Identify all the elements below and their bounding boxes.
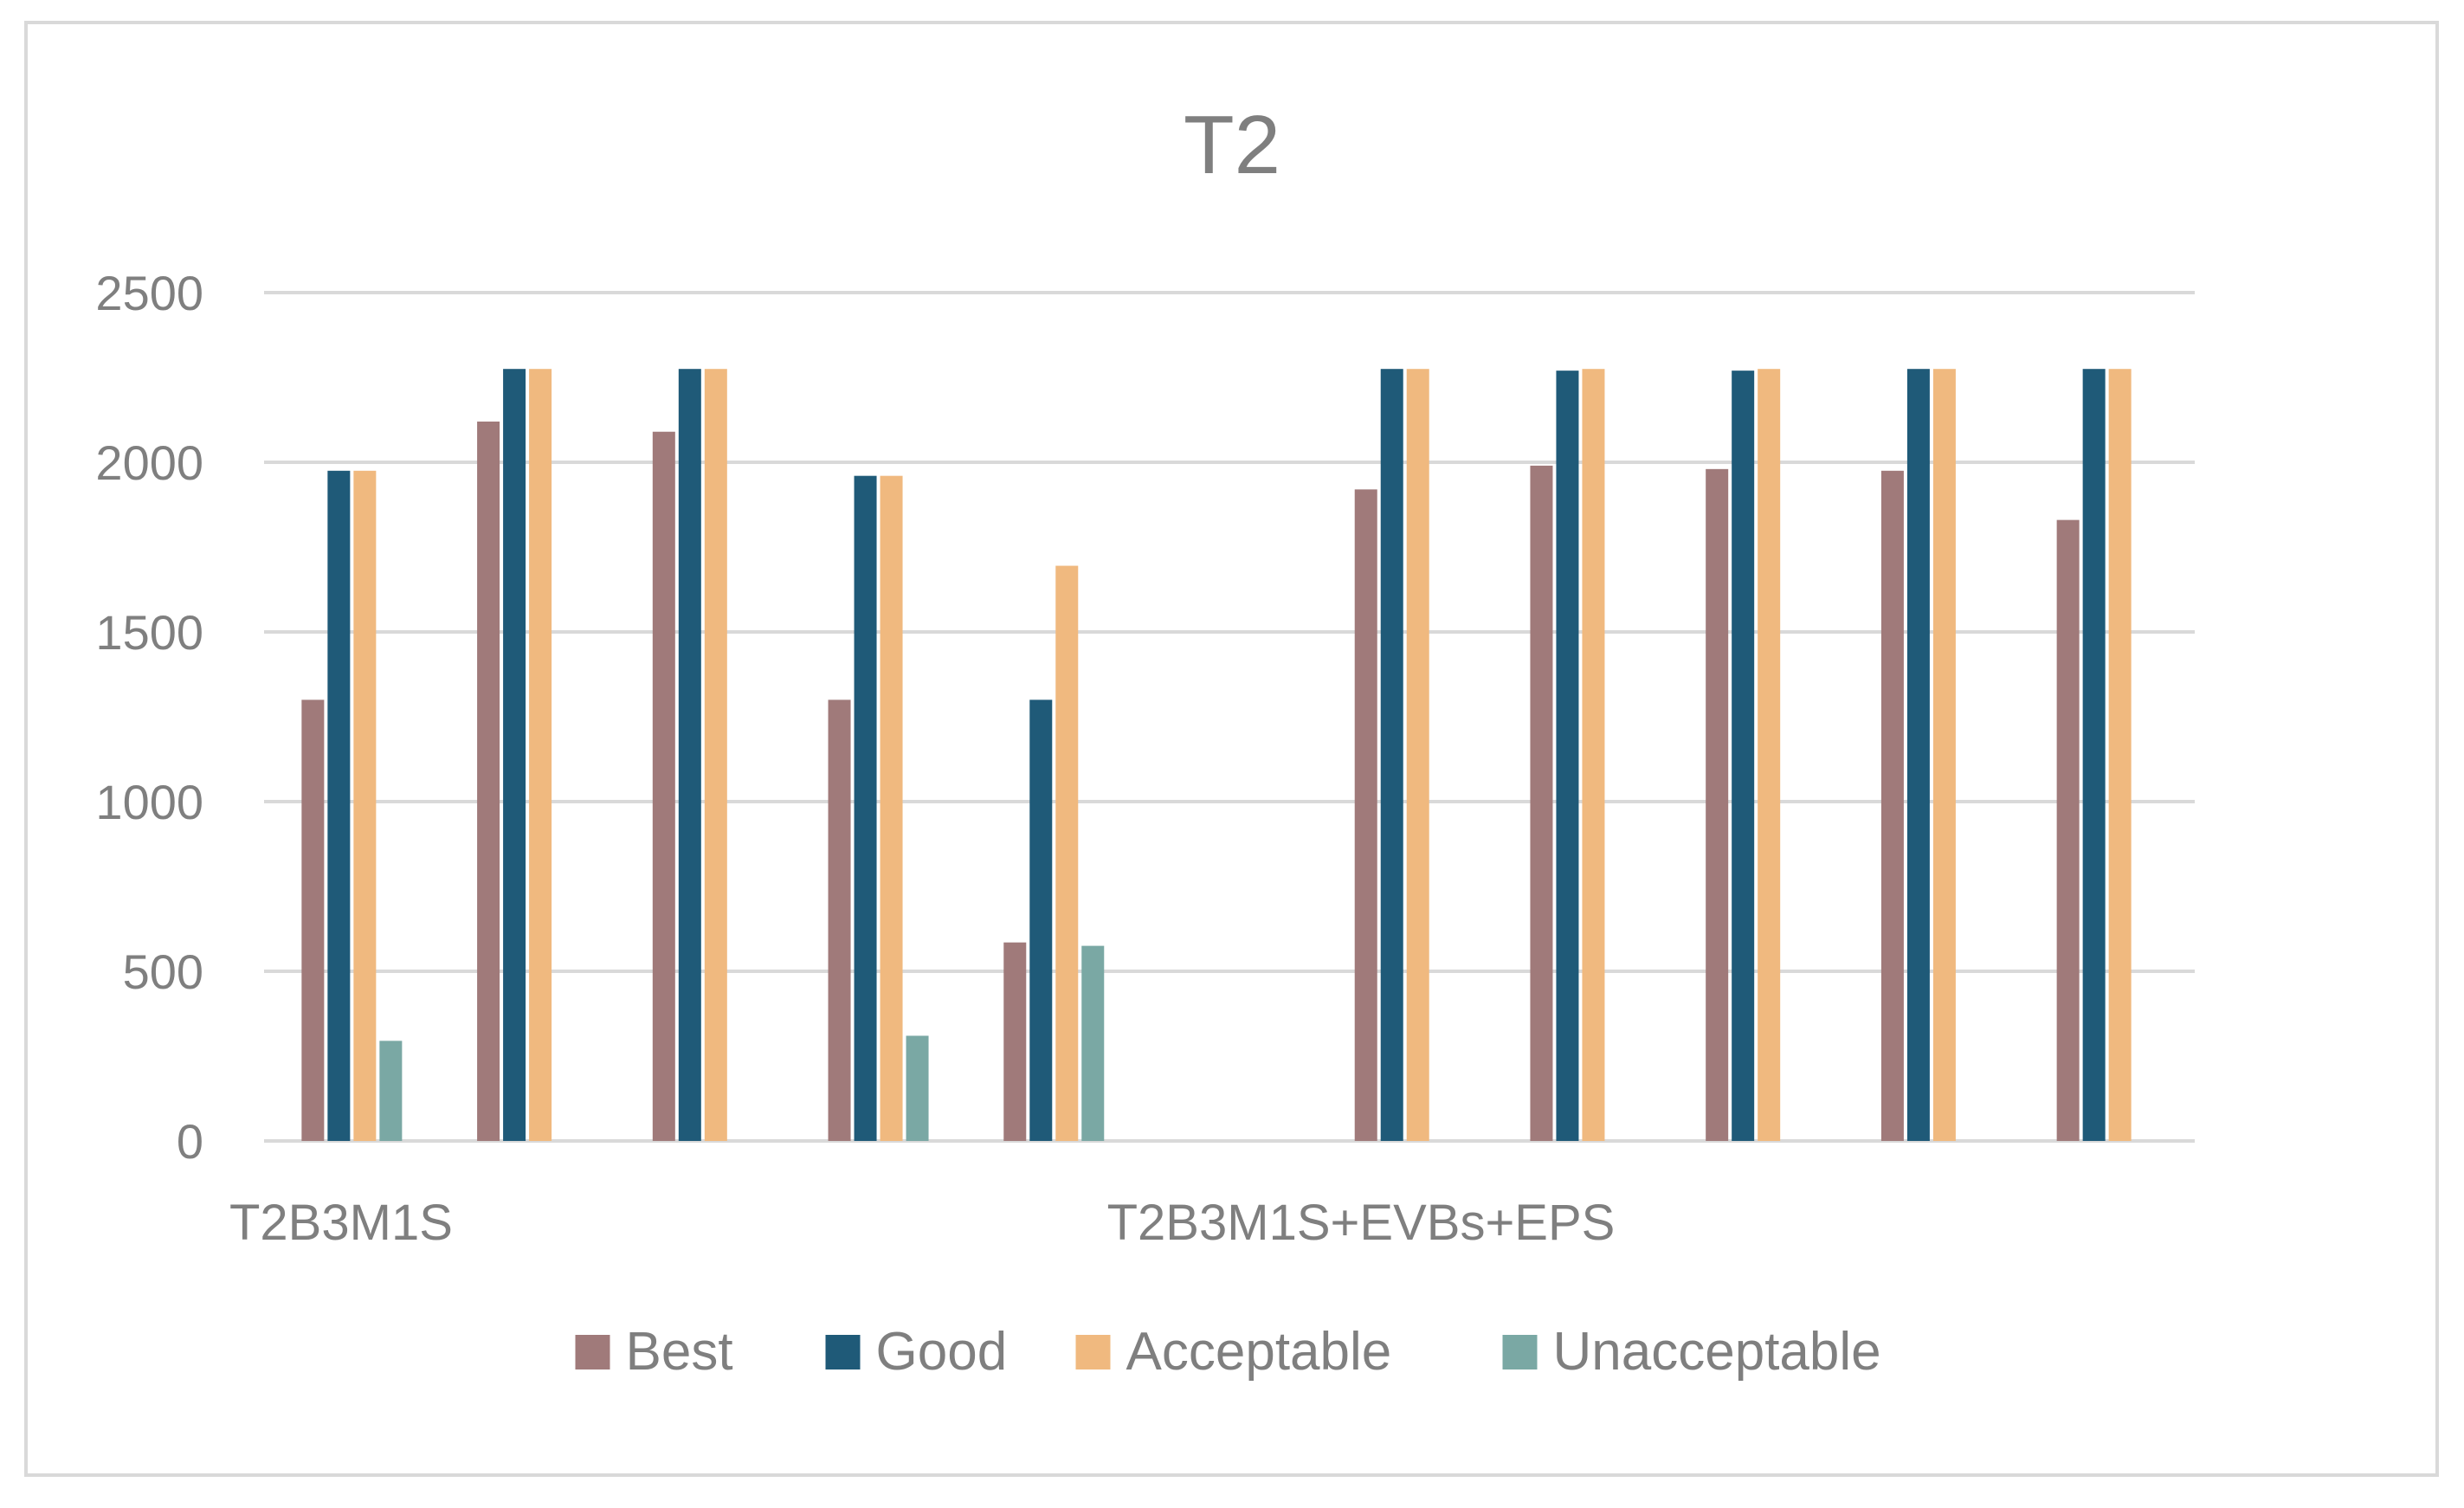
- bar-best-11: [2056, 519, 2080, 1141]
- bar-acceptable-1: [353, 470, 377, 1141]
- category-label: T2B3M1S: [229, 1195, 453, 1251]
- legend-label-good: Good: [876, 1322, 1008, 1382]
- bar-acceptable-2: [529, 369, 552, 1141]
- legend-swatch-good: [825, 1335, 861, 1369]
- bar-best-2: [477, 421, 500, 1142]
- bar-unacceptable-1: [379, 1041, 403, 1141]
- bars: [301, 369, 2132, 1142]
- bar-unacceptable-5: [1081, 945, 1105, 1141]
- legend-label-acceptable: Acceptable: [1126, 1322, 1392, 1382]
- bar-good-11: [2082, 369, 2106, 1141]
- bar-good-7: [1380, 369, 1403, 1141]
- bar-acceptable-11: [2108, 369, 2132, 1141]
- bar-good-9: [1732, 371, 1755, 1141]
- y-tick-label: 500: [123, 944, 203, 999]
- bar-good-3: [678, 369, 701, 1141]
- bar-acceptable-4: [880, 475, 903, 1141]
- bar-best-8: [1530, 465, 1553, 1141]
- y-tick-label: 1000: [95, 775, 203, 829]
- y-tick-label: 0: [177, 1114, 203, 1169]
- legend: Best Good Acceptable Unacceptable: [575, 1322, 1881, 1382]
- bar-good-5: [1029, 699, 1053, 1141]
- y-tick-label: 2500: [95, 266, 203, 320]
- bar-good-2: [503, 369, 526, 1141]
- bar-best-9: [1706, 468, 1729, 1141]
- bar-acceptable-10: [1932, 369, 1956, 1141]
- bar-good-4: [854, 475, 877, 1141]
- bar-best-10: [1880, 470, 1904, 1141]
- bar-best-5: [1003, 942, 1027, 1141]
- bar-good-1: [327, 470, 351, 1141]
- category-label: T2B3M1S+EVBs+EPS: [1107, 1195, 1616, 1251]
- bar-best-4: [828, 699, 851, 1141]
- bar-best-7: [1354, 489, 1377, 1141]
- bar-acceptable-5: [1055, 565, 1079, 1141]
- bar-acceptable-9: [1758, 369, 1781, 1141]
- bar-unacceptable-4: [906, 1035, 929, 1141]
- bar-acceptable-3: [704, 369, 727, 1141]
- legend-label-unacceptable: Unacceptable: [1553, 1322, 1881, 1382]
- legend-swatch-best: [575, 1335, 610, 1369]
- y-tick-label: 2000: [95, 435, 203, 490]
- y-axis-ticks: 0 500 1000 1500 2000 2500: [95, 266, 203, 1169]
- bar-acceptable-8: [1582, 369, 1605, 1141]
- gridlines: [264, 291, 2195, 1143]
- category-labels: T2B3M1S T2B3M1S+EVBs+EPS: [229, 1195, 1615, 1251]
- legend-swatch-unacceptable: [1502, 1335, 1538, 1369]
- bar-best-1: [301, 699, 325, 1141]
- chart-title: T2: [1184, 99, 1280, 191]
- legend-label-best: Best: [626, 1322, 733, 1382]
- bar-good-8: [1556, 371, 1579, 1141]
- bar-good-10: [1906, 369, 1930, 1141]
- chart-frame: [24, 21, 2439, 1477]
- bar-best-3: [652, 431, 675, 1142]
- legend-swatch-acceptable: [1075, 1335, 1111, 1369]
- bar-acceptable-7: [1406, 369, 1429, 1141]
- y-tick-label: 1500: [95, 605, 203, 660]
